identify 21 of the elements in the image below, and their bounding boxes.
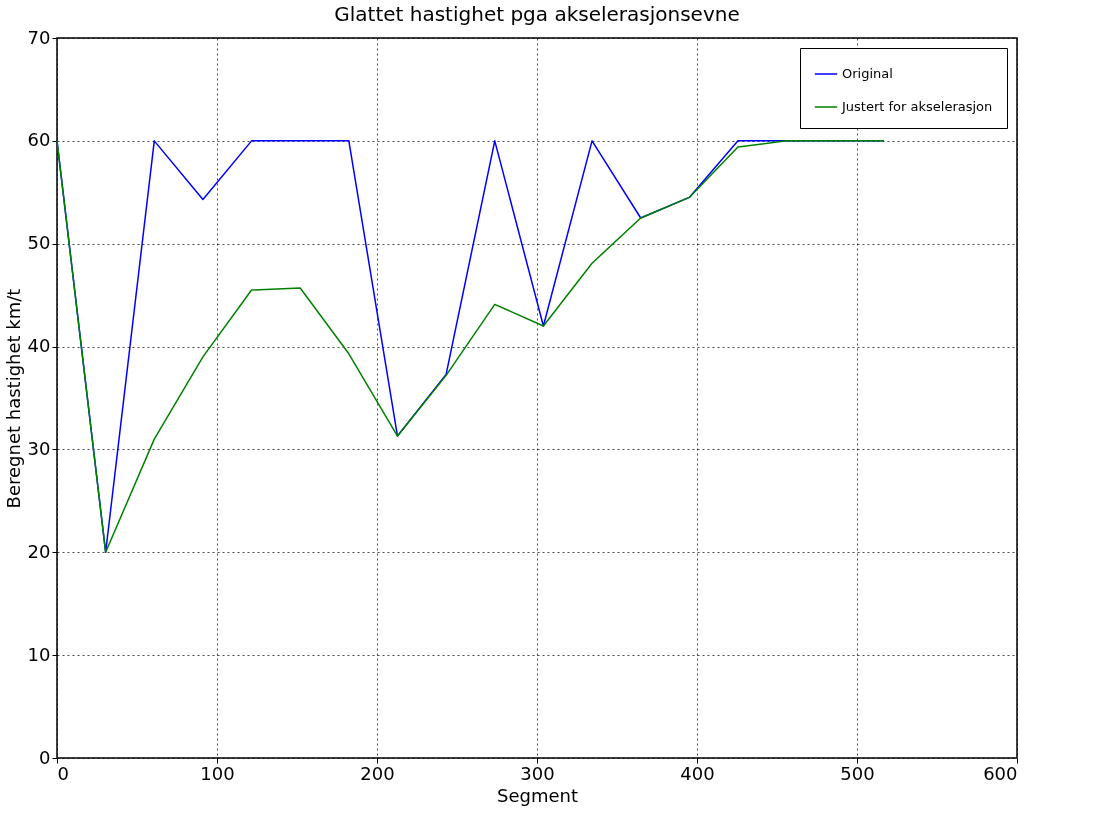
legend-label: Justert for akselerasjon [841,99,993,114]
x-tick-label: 300 [520,762,555,784]
y-tick-label: 30 [27,437,51,459]
chart-title: Glattet hastighet pga akselerasjonsevne [334,2,740,26]
y-tick-label: 0 [39,746,51,768]
y-tick-label: 40 [27,335,51,357]
x-axis-title: Segment [497,784,578,806]
y-tick-label: 20 [27,540,51,562]
x-tick-label: 400 [680,762,715,784]
y-tick-label: 10 [27,643,51,665]
legend-label: Original [842,66,893,81]
x-tick-label: 600 [983,762,1018,784]
y-tick-label: 60 [27,129,51,151]
y-tick-label: 70 [27,26,51,48]
x-tick-label: 0 [57,762,69,784]
y-axis-title: Beregnet hastighet km/t [2,288,24,509]
x-tick-label: 500 [840,762,875,784]
y-tick-label: 50 [27,232,51,254]
line-series [56,140,885,554]
x-tick-label: 100 [200,762,235,784]
x-tick-label: 200 [360,762,395,784]
